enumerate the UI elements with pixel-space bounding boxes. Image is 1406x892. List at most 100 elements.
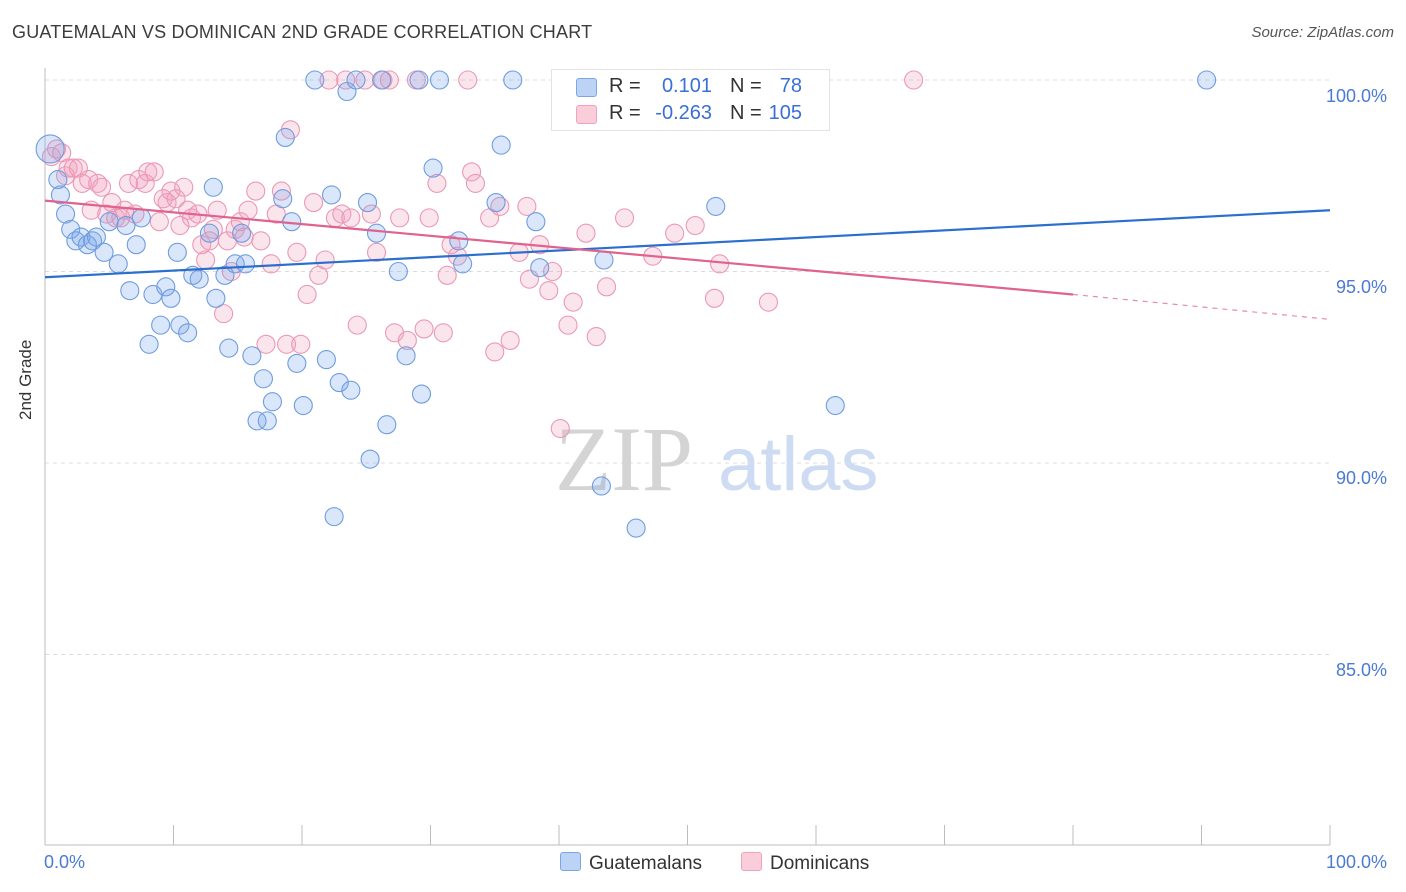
- dominicans-point: [170, 215, 190, 236]
- legend-row-dominicans: R = -0.263 N = 105: [552, 101, 829, 127]
- legend-r-label: R =: [609, 102, 641, 124]
- legend-r-label: R =: [609, 75, 641, 97]
- guatemalans-point: [242, 346, 262, 366]
- dominicans-point: [576, 223, 596, 243]
- bottom-legend-guatemalans[interactable]: Guatemalans: [560, 852, 702, 875]
- guatemalans-points: [35, 70, 1217, 538]
- guatemalans-point: [126, 235, 146, 255]
- dominicans-point: [596, 277, 617, 297]
- dominicans-point: [361, 204, 381, 224]
- dominicans-point: [246, 181, 266, 201]
- dominicans-point: [704, 288, 725, 308]
- guatemalans-point: [626, 518, 646, 538]
- guatemalans-point: [526, 212, 546, 232]
- legend-swatch-dominicans: [576, 105, 597, 124]
- guatemalans-point: [151, 315, 171, 335]
- dominicans-point: [341, 208, 361, 228]
- dominicans-point: [419, 208, 439, 228]
- guatemalans-point: [409, 70, 429, 90]
- dominicans-point: [366, 242, 387, 262]
- guatemalans-point: [199, 223, 220, 243]
- guatemalans-point: [357, 193, 378, 213]
- dominicans-point: [277, 334, 297, 354]
- dominicans-point: [563, 292, 583, 312]
- guatemalans-point: [48, 170, 68, 190]
- guatemalans-point: [94, 242, 114, 262]
- guatemalans-point: [206, 288, 226, 308]
- dominicans-point: [304, 193, 324, 213]
- guatemalans-point: [366, 223, 387, 243]
- dominicans-point: [539, 281, 559, 301]
- y-tick-label-100: 100.0%: [1326, 86, 1388, 106]
- guatemalans-point: [108, 254, 128, 274]
- watermark: ZIP atlas: [555, 408, 879, 510]
- y-tick-label-85: 85.0%: [1336, 660, 1388, 680]
- dominicans-point: [203, 219, 223, 239]
- guatemalans-point: [131, 208, 151, 228]
- dominicans-trend-line: [44, 199, 1074, 296]
- guatemalans-point: [170, 315, 190, 335]
- guatemalans-point: [316, 350, 336, 370]
- dominicans-point: [271, 181, 291, 201]
- guatemalans-point: [235, 254, 256, 274]
- guatemalans-point: [491, 135, 511, 155]
- dominicans-point: [207, 200, 227, 220]
- guatemalans-point: [50, 185, 70, 205]
- guatemalans-point: [388, 261, 408, 282]
- guatemalans-point: [66, 231, 86, 251]
- source-credit: Source: ZipAtlas.com: [1251, 24, 1394, 41]
- dominicans-point: [433, 323, 453, 343]
- guatemalans-point: [262, 392, 282, 412]
- guatemalans-point: [35, 134, 65, 164]
- dominicans-point: [614, 208, 635, 228]
- guatemalans-point: [82, 231, 103, 251]
- dominicans-point: [758, 292, 779, 312]
- guatemalans-trend-line: [44, 209, 1331, 279]
- guatemalans-point: [322, 185, 342, 205]
- dominicans-point: [291, 334, 311, 354]
- dominicans-point: [500, 330, 520, 350]
- guatemalans-point: [99, 212, 119, 232]
- dominicans-point: [517, 196, 537, 216]
- guatemalans-point: [346, 70, 366, 90]
- y-axis-label: 2nd Grade: [16, 339, 35, 420]
- dominicans-point: [174, 177, 194, 197]
- guatemalans-point: [1197, 70, 1217, 90]
- dominicans-point: [238, 200, 258, 220]
- bottom-legend-label-guatemalans: Guatemalans: [589, 853, 703, 874]
- dominicans-point: [379, 70, 399, 90]
- dominicans-point: [47, 139, 67, 159]
- dominicans-point: [196, 250, 216, 270]
- bottom-legend-swatch-dominicans: [741, 852, 762, 871]
- legend-n-value: 105: [768, 102, 802, 124]
- guatemalans-point: [86, 227, 106, 247]
- dominicans-point: [261, 254, 281, 274]
- legend-swatch-guatemalans: [576, 78, 597, 97]
- dominicans-point: [414, 319, 434, 339]
- guatemalans-point: [503, 70, 523, 90]
- dominicans-point: [685, 215, 705, 236]
- guatemalans-point: [189, 269, 209, 289]
- dominicans-point: [149, 212, 169, 232]
- guatemalans-point: [706, 196, 726, 216]
- dominicans-point: [347, 315, 367, 335]
- guatemalans-point: [71, 227, 91, 247]
- guatemalans-point: [161, 288, 181, 308]
- guatemalans-point: [293, 395, 313, 416]
- guatemalans-point: [287, 353, 307, 373]
- guatemalans-point: [61, 219, 81, 239]
- x-tick-label-max: 100.0%: [1326, 852, 1388, 872]
- guatemalans-point: [591, 476, 611, 496]
- legend-n-label: N =: [730, 75, 762, 97]
- bottom-legend-dominicans[interactable]: Dominicans: [741, 852, 869, 875]
- dominicans-point: [543, 261, 563, 282]
- watermark-atlas: atlas: [718, 422, 879, 507]
- legend-row-guatemalans: R = 0.101 N = 78: [552, 74, 829, 100]
- guatemalans-point: [305, 70, 325, 90]
- guatemalans-point: [396, 346, 416, 366]
- guatemalans-point: [423, 158, 443, 178]
- axes: [44, 68, 1331, 846]
- guatemalans-point: [116, 215, 136, 236]
- guatemalans-point: [594, 250, 614, 270]
- dominicans-point: [462, 162, 482, 182]
